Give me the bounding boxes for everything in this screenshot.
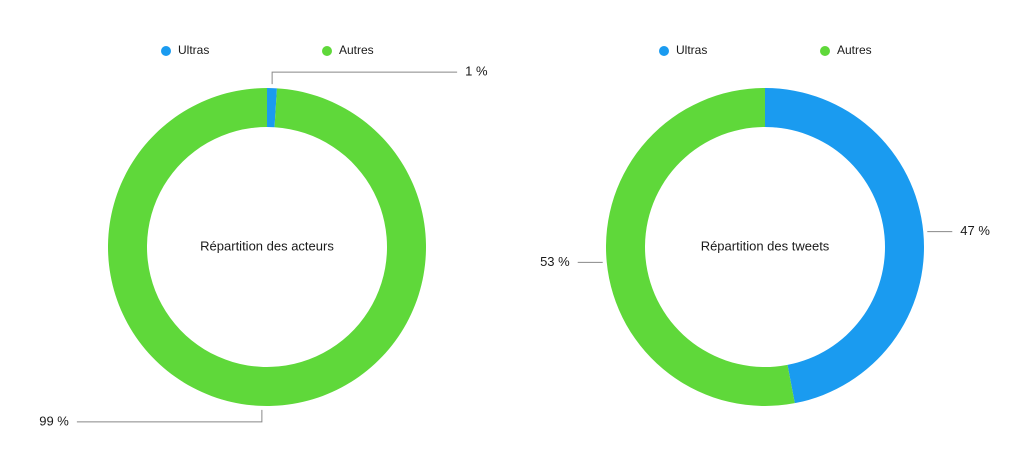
value-label: 53 % (540, 254, 570, 269)
value-label: 1 % (465, 64, 488, 79)
chart-title: Répartition des tweets (701, 238, 830, 253)
chart-title: Répartition des acteurs (200, 238, 334, 253)
legend-label: Ultras (178, 43, 209, 57)
leader-line (271, 71, 458, 85)
value-label: 99 % (39, 413, 69, 428)
legend-marker (659, 46, 669, 56)
donut-segment (267, 88, 277, 128)
donut-segment (605, 88, 795, 407)
value-label: 47 % (960, 223, 990, 238)
legend-label: Autres (837, 43, 872, 57)
legend-marker (161, 46, 171, 56)
leader-line (76, 409, 263, 423)
donut-segment (765, 88, 924, 404)
legend-label: Ultras (676, 43, 707, 57)
legend-marker (322, 46, 332, 56)
legend-marker (820, 46, 830, 56)
legend-label: Autres (339, 43, 374, 57)
